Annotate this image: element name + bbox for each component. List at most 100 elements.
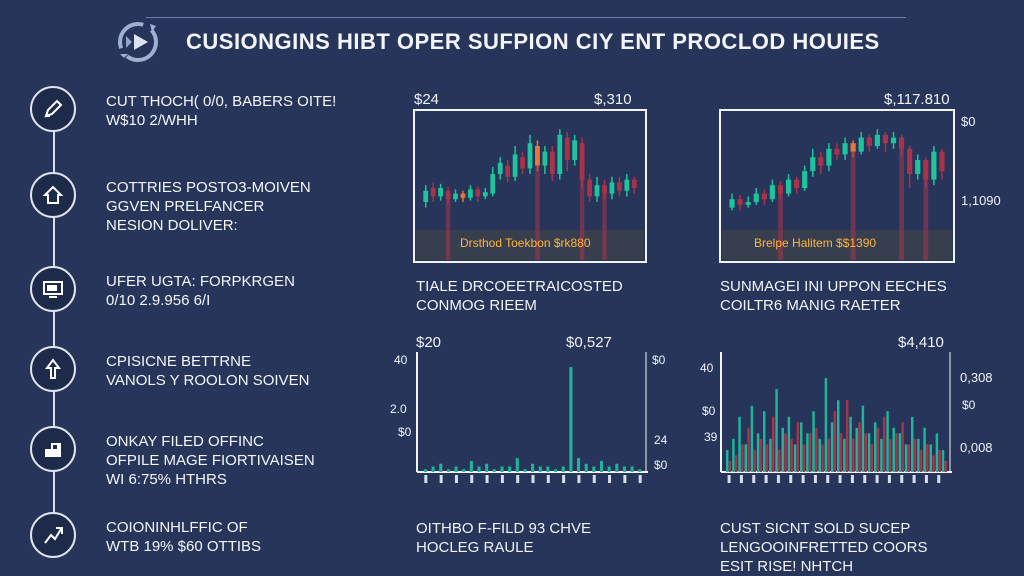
sidebar-item-line: 0/10 2.9.956 6/I	[106, 292, 211, 309]
x-tick	[875, 475, 879, 483]
chart3-header-left: $20	[416, 334, 442, 351]
candle-body	[794, 179, 800, 188]
sidebar-item-line: ONKAY FILED OFFINC	[106, 433, 264, 450]
x-tick	[789, 475, 793, 483]
chart2-caption: SUNMAGEI INI UPPON EECHES COILTR6 MANIG …	[720, 277, 947, 315]
x-tick	[887, 475, 891, 483]
candle-body	[729, 199, 735, 208]
candle-body	[505, 165, 511, 177]
chart4-right-label-1: 0,308	[960, 370, 993, 385]
chart-block-icon	[30, 426, 76, 472]
candle-body	[542, 151, 548, 166]
chart1-inner-label: Drsthod Toekbon $rk880	[460, 236, 591, 250]
bar	[759, 438, 763, 472]
bar	[769, 438, 772, 472]
chart1-panel	[413, 109, 647, 263]
candle-body	[549, 151, 555, 174]
bar	[876, 427, 880, 472]
candle-body	[850, 143, 856, 152]
bar	[874, 422, 877, 472]
bar	[592, 466, 596, 472]
chart-frame	[413, 109, 647, 263]
chart3-svg	[416, 352, 648, 483]
candle-body	[460, 193, 466, 198]
chart4-caption: CUST SICNT SOLD SUCEP LENGOOINFRETTED CO…	[720, 519, 928, 576]
chart2-svg	[719, 109, 955, 263]
bar	[446, 469, 450, 472]
chart4-y-label-3: 39	[704, 430, 718, 444]
bar	[889, 438, 892, 472]
candle-body	[737, 199, 743, 205]
chart4-caption-line: ESIT RISE! NHTCH	[720, 558, 854, 575]
sidebar-item-2[interactable]: COTTRIES POSTO3-MOIVEN GGVEN PRELFANCER …	[28, 166, 358, 236]
x-tick	[863, 475, 867, 483]
sidebar-item-6[interactable]: COIONINHLFFIC OF WTB 19% $60 OTTIBS	[28, 506, 358, 576]
bar	[784, 433, 787, 472]
x-tick	[516, 475, 520, 483]
bar	[941, 449, 945, 472]
candle-body	[939, 151, 945, 172]
candle-shadow-bar	[535, 165, 540, 260]
chart4-y-label-2: $0	[702, 404, 716, 418]
x-tick	[439, 475, 443, 483]
candle-body	[761, 193, 767, 200]
candle-body	[512, 154, 518, 177]
bar	[756, 433, 760, 472]
bar	[867, 433, 871, 472]
candle-body	[818, 157, 824, 166]
sidebar-item-text: CPISICNE BETTRNE VANOLS Y ROOLON SOIVEN	[106, 352, 358, 390]
x-tick	[813, 475, 817, 483]
candle-shadow-bar	[923, 179, 929, 260]
chart3-y-label-2: 2.0	[390, 402, 407, 416]
sidebar-item-line: CPISICNE BETTRNE	[106, 353, 252, 370]
bar	[485, 463, 489, 472]
sidebar-item-line: OFPILE MAGE FIORTIVAISEN	[106, 452, 315, 469]
x-tick	[531, 475, 535, 483]
candle-shadow-bar	[602, 193, 607, 260]
x-tick	[826, 475, 830, 483]
candle-shadow-bar	[850, 151, 856, 260]
sidebar-item-line: WI 6:75% HTHRS	[106, 471, 227, 488]
candle-body	[882, 134, 889, 144]
chart3-caption: OITHBO F-FILD 93 CHVE HOCLEG RAULE	[416, 519, 591, 557]
chart3-panel	[416, 352, 648, 484]
candle-shadow-bar	[579, 179, 585, 260]
bar	[778, 449, 781, 472]
sidebar-item-5[interactable]: ONKAY FILED OFFINC OFPILE MAGE FIORTIVAI…	[28, 420, 358, 490]
bar	[833, 411, 837, 472]
x-tick	[577, 475, 581, 483]
chart4-svg	[720, 352, 952, 483]
candle-body	[587, 179, 592, 197]
chart2-caption-line: COILTR6 MANIG RAETER	[720, 297, 901, 314]
x-tick	[739, 475, 743, 483]
bar	[732, 438, 735, 472]
bar	[538, 466, 542, 472]
sidebar-item-line: COIONINHLFFIC OF	[106, 519, 248, 536]
bar	[454, 466, 458, 472]
chart3-right-label-2: 24	[654, 433, 668, 447]
sidebar-item-text: CUT THOCH( 0/0, BABERS OITE! W$10 2/WHH	[106, 92, 358, 130]
x-tick	[764, 475, 768, 483]
bar	[935, 433, 939, 472]
bar	[462, 469, 466, 472]
bar	[861, 405, 865, 472]
timeline-line	[53, 116, 55, 536]
candle-body	[631, 179, 637, 188]
sidebar-item-text: COTTRIES POSTO3-MOIVEN GGVEN PRELFANCER …	[106, 178, 358, 235]
chart1-header-left: $24	[414, 91, 440, 108]
bar	[790, 438, 793, 472]
bar	[938, 449, 941, 472]
bar	[919, 449, 923, 472]
sidebar-item-3[interactable]: UFER UGTA: FORPKRGEN 0/10 2.9.956 6/I	[28, 260, 358, 330]
candle-body	[834, 148, 840, 155]
chart2-right-label-2: 1,1090	[961, 193, 1001, 208]
sidebar-item-1[interactable]: CUT THOCH( 0/0, BABERS OITE! W$10 2/WHH	[28, 80, 358, 150]
chart3-y-label-1: 40	[394, 353, 408, 367]
sidebar-item-line: NESION DOLIVER:	[106, 217, 238, 234]
bar	[800, 422, 803, 472]
candle-body	[858, 137, 864, 152]
candle-body	[785, 179, 792, 194]
bar	[926, 444, 929, 472]
sidebar-item-4[interactable]: CPISICNE BETTRNE VANOLS Y ROOLON SOIVEN	[28, 340, 358, 410]
sidebar-item-text: UFER UGTA: FORPKRGEN 0/10 2.9.956 6/I	[106, 272, 358, 310]
